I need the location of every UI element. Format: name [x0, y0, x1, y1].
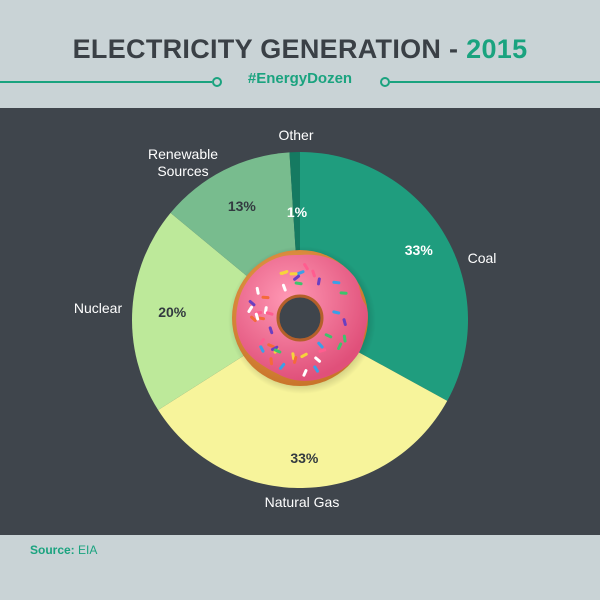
category-label-renewable-sources-line-1: Renewable [148, 146, 218, 162]
sprinkle [270, 345, 279, 351]
header: ELECTRICITY GENERATION - 2015 #EnergyDoz… [0, 0, 600, 108]
sprinkle [313, 365, 319, 373]
sprinkle [255, 286, 260, 295]
data-label-other: 1% [287, 204, 308, 220]
sprinkle [316, 277, 321, 286]
source-label: Source: [30, 543, 75, 557]
sprinkle [267, 343, 275, 349]
sprinkle [259, 338, 265, 346]
pie-slice-natural-gas [158, 320, 448, 488]
hashtag-rule-left [0, 81, 212, 83]
sprinkle [303, 263, 309, 271]
hashtag-rule-left-dot [212, 77, 222, 87]
chart-panel: 33% Coal 33% Natural Gas 20% Nuclear 13% Renewa… [0, 108, 600, 535]
sprinkle [337, 342, 343, 350]
data-label-natural-gas: 33% [290, 450, 319, 466]
sprinkle [259, 345, 265, 353]
category-label-natural-gas: Natural Gas [265, 494, 340, 510]
sprinkle [324, 333, 333, 339]
donut-sprinkles [247, 263, 348, 377]
sprinkle [342, 318, 347, 327]
sprinkle [332, 280, 341, 285]
sprinkle [261, 295, 270, 300]
sprinkle [296, 270, 305, 276]
category-label-renewable-sources-line-2: Sources [157, 163, 208, 179]
sprinkle [247, 305, 254, 313]
sprinkle [318, 348, 327, 353]
title-year: 2015 [466, 34, 528, 64]
sprinkle [281, 283, 287, 292]
sprinkle [280, 270, 289, 275]
sprinkle [250, 315, 257, 323]
category-label-nuclear: Nuclear [74, 300, 123, 316]
sprinkle [311, 269, 316, 278]
category-label-coal: Coal [468, 250, 497, 266]
donut-hole [278, 296, 322, 340]
sprinkle [332, 310, 341, 315]
sprinkle [289, 272, 298, 276]
sprinkle [248, 299, 256, 307]
source-value: EIA [78, 543, 98, 557]
sprinkle [254, 312, 260, 321]
sprinkle [268, 326, 274, 335]
sprinkle [339, 291, 348, 295]
sprinkle [294, 281, 303, 286]
sprinkle [300, 352, 308, 359]
title-main: ELECTRICITY GENERATION - [72, 34, 467, 64]
source-note: Source: EIA [30, 543, 97, 557]
sprinkle [279, 362, 286, 370]
hashtag-rule-right-dot [380, 77, 390, 87]
sprinkle [273, 348, 282, 354]
hashtag-rule-right [390, 81, 600, 83]
data-label-coal: 33% [405, 242, 434, 258]
chart-title: ELECTRICITY GENERATION - 2015 [0, 34, 600, 65]
sprinkle [317, 341, 324, 349]
hashtag: #EnergyDozen [247, 70, 353, 87]
sprinkle [342, 334, 347, 343]
sprinkle [302, 369, 308, 377]
pie-slice-nuclear [132, 212, 300, 411]
pie-chart: 33% Coal 33% Natural Gas 20% Nuclear 13% Renewa… [74, 127, 497, 510]
data-label-nuclear: 20% [158, 304, 187, 320]
sprinkle [265, 311, 274, 316]
sprinkle [293, 274, 301, 281]
category-label-other: Other [278, 127, 313, 143]
sprinkle [293, 356, 298, 364]
donut-illustration [228, 246, 376, 394]
data-label-renewable-sources: 13% [228, 198, 257, 214]
sprinkle [269, 357, 274, 366]
sprinkle [314, 356, 322, 363]
